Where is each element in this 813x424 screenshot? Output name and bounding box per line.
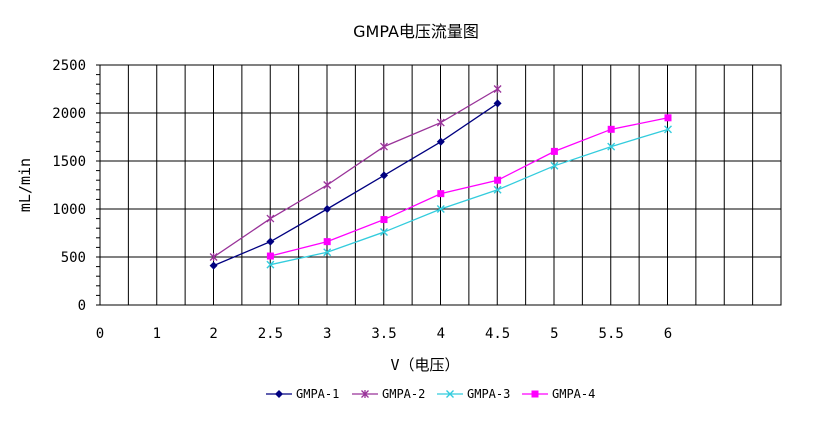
data-point (266, 237, 275, 246)
x-tick-label: 0 (96, 326, 104, 342)
x-tick-label: 1 (153, 326, 161, 342)
legend-entry: GMPA-3 (437, 387, 510, 401)
data-point (266, 214, 275, 223)
data-point (323, 205, 332, 213)
y-tick-label: 0 (78, 298, 86, 314)
legend-label: GMPA-2 (382, 387, 425, 401)
data-point (266, 260, 275, 269)
data-point (380, 142, 388, 151)
data-point (550, 147, 558, 155)
legend-entry: GMPA-2 (352, 387, 425, 401)
series (209, 85, 672, 270)
legend-entry: GMPA-4 (522, 387, 595, 401)
x-tick-label: 4 (437, 326, 445, 342)
data-point (493, 85, 502, 93)
series-line-3 (270, 128, 669, 266)
data-point (436, 118, 445, 127)
legend-entry: GMPA-1 (266, 387, 339, 401)
y-tick-label: 2000 (52, 106, 86, 122)
data-point (550, 161, 559, 170)
x-tick-label: 4.5 (485, 326, 510, 342)
legend-label: GMPA-3 (467, 387, 510, 401)
legend-marker (275, 390, 283, 398)
data-point (323, 181, 332, 189)
data-point (209, 253, 218, 261)
y-tick-label: 2500 (52, 58, 86, 74)
data-point (664, 125, 672, 134)
data-point (380, 228, 388, 237)
data-point (664, 114, 672, 122)
data-point (266, 252, 274, 260)
data-point (436, 205, 445, 213)
x-tick-label: 2 (209, 326, 217, 342)
x-tick-label: 5.5 (599, 326, 624, 342)
x-tick-label: 6 (664, 326, 672, 342)
legend-marker (361, 390, 369, 398)
x-tick-label: 2.5 (258, 326, 283, 342)
x-tick-label: 5 (550, 326, 558, 342)
x-axis-title: V（电压） (390, 356, 459, 374)
data-point (436, 137, 445, 146)
chart-title: GMPA电压流量图 (353, 22, 479, 41)
data-point (323, 248, 332, 257)
data-point (380, 171, 388, 180)
data-point (493, 185, 502, 194)
data-point (607, 125, 615, 133)
data-point (494, 176, 502, 184)
data-point (493, 99, 502, 108)
legend-label: GMPA-4 (552, 387, 595, 401)
y-axis-title: mL/min (16, 158, 34, 212)
y-tick-label: 1500 (52, 154, 86, 170)
data-point (323, 238, 331, 246)
axes: 0 500 1000 1500 2000 2500 0 1 2 2.5 3 3.5 4 4.5 5 5.5 6 (52, 58, 672, 342)
legend-label: GMPA-1 (296, 387, 339, 401)
y-tick-label: 1000 (52, 202, 86, 218)
data-point (209, 261, 218, 270)
legend-marker (531, 390, 539, 398)
x-tick-label: 3 (323, 326, 331, 342)
legend-marker (446, 390, 454, 398)
series-line-4 (270, 117, 669, 257)
y-tick-label: 500 (61, 250, 86, 266)
x-tick-label: 3.5 (371, 326, 396, 342)
data-point (607, 142, 616, 151)
series-line-2 (213, 88, 498, 258)
legend: GMPA-1 GMPA-2 GMPA-3 GMPA-4 (266, 387, 595, 401)
data-point (380, 216, 388, 224)
data-point (437, 190, 445, 198)
series-line-1 (213, 102, 498, 267)
